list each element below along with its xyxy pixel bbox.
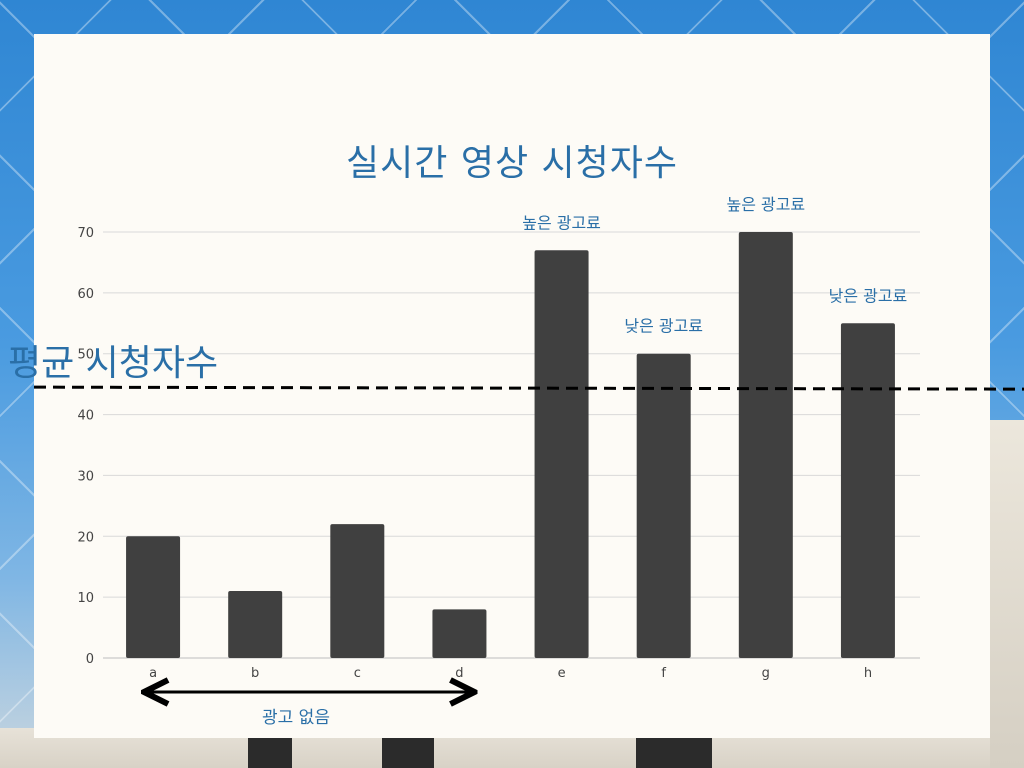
x-tick-label: f	[661, 666, 666, 681]
average-line	[33, 385, 1024, 391]
y-tick-label: 70	[77, 226, 94, 241]
bar-g	[738, 232, 793, 658]
bar-annotation: 높은 광고료	[522, 213, 601, 232]
y-tick-label: 10	[77, 591, 94, 606]
y-tick-label: 60	[77, 287, 94, 302]
y-tick-label: 30	[77, 469, 94, 484]
bar-f	[636, 353, 691, 658]
bar-d	[432, 609, 487, 658]
average-label: 평균 시청자수	[8, 343, 219, 384]
background-building	[990, 420, 1024, 768]
bar-annotation: 낮은 광고료	[624, 317, 703, 336]
y-tick-label: 50	[77, 348, 94, 363]
bar-e	[534, 250, 589, 658]
bar-a	[126, 536, 181, 658]
y-tick-label: 40	[77, 409, 94, 424]
x-tick-label: d	[455, 666, 463, 681]
slide-card: 실시간 영상 시청자수	[34, 34, 990, 738]
chart-title: 실시간 영상 시청자수	[346, 143, 678, 184]
bar-c	[330, 524, 385, 658]
y-tick-label: 0	[86, 652, 94, 667]
bar-b	[228, 591, 283, 658]
background-window	[636, 738, 712, 768]
bar-annotation: 낮은 광고료	[829, 286, 908, 305]
y-tick-label: 20	[77, 530, 94, 545]
x-tick-label: h	[864, 666, 872, 681]
bar-h	[840, 323, 895, 658]
background-window	[382, 738, 434, 768]
background-window	[248, 738, 292, 768]
bar-annotation: 높은 광고료	[726, 195, 805, 214]
x-tick-label: b	[251, 666, 259, 681]
x-tick-label: c	[354, 666, 361, 681]
range-label: 광고 없음	[262, 708, 330, 728]
x-tick-label: e	[558, 666, 566, 681]
x-tick-label: a	[149, 666, 157, 681]
x-tick-label: g	[762, 666, 770, 681]
